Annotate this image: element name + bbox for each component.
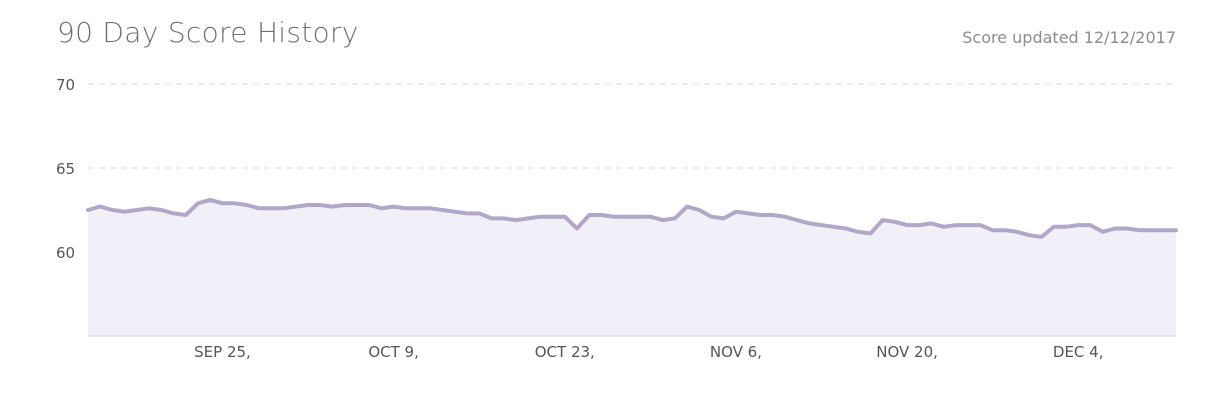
- x-axis-ticks: SEP 25, OCT 9, OCT 23, NOV 6, NOV 20, DEC 4,: [194, 343, 1103, 361]
- y-tick-label: 60: [56, 244, 75, 262]
- score-area-fill: [88, 199, 1176, 336]
- x-tick-label: OCT 9,: [368, 343, 419, 361]
- y-axis-ticks: 60 65 70: [56, 76, 75, 262]
- x-tick-label: NOV 20,: [876, 343, 938, 361]
- chart-title: 90 Day Score History: [57, 16, 359, 49]
- x-tick-label: DEC 4,: [1053, 343, 1104, 361]
- x-tick-label: SEP 25,: [194, 343, 251, 361]
- y-tick-label: 65: [56, 160, 75, 178]
- score-updated-label: Score updated 12/12/2017: [962, 28, 1176, 47]
- x-tick-label: OCT 23,: [535, 343, 595, 361]
- score-line: [86, 197, 1178, 239]
- y-tick-label: 70: [56, 76, 75, 94]
- x-tick-label: NOV 6,: [710, 343, 762, 361]
